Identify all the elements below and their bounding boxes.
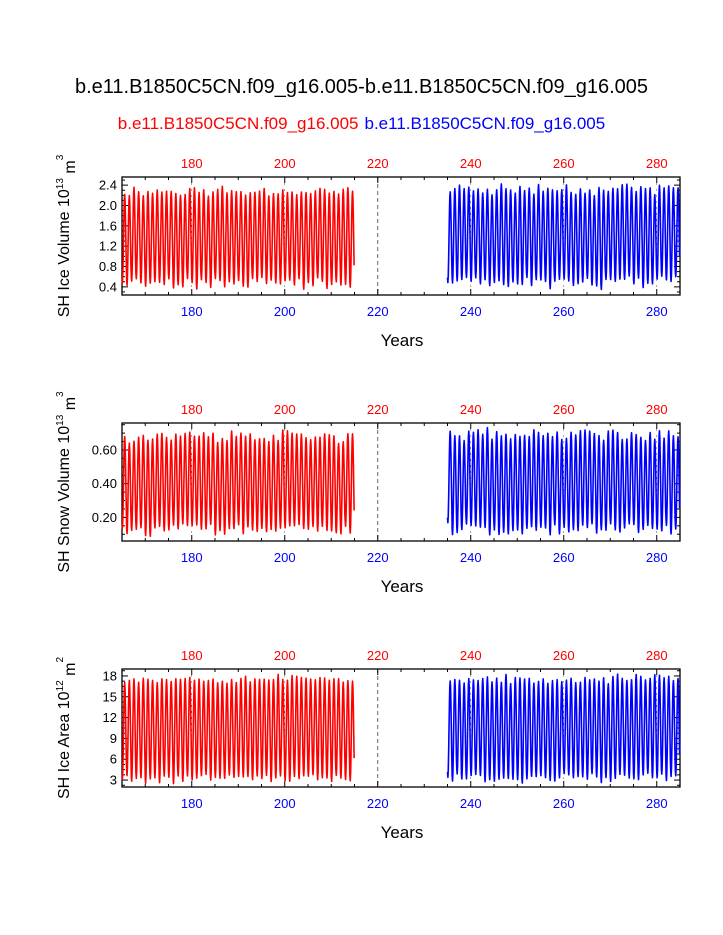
bottom-tick-label: 240 [460,796,482,811]
y-tick-label: 3 [110,773,117,788]
top-tick-label: 280 [646,402,668,417]
top-tick-label: 180 [181,156,203,171]
bottom-tick-label: 280 [646,796,668,811]
x-axis-label: Years [381,331,424,350]
top-tick-label: 200 [274,648,296,663]
y-tick-label: 0.40 [92,476,117,491]
y-tick-label: 0.20 [92,510,117,525]
series-line-case2 [446,426,681,536]
top-tick-label: 260 [553,648,575,663]
top-tick-label: 240 [460,402,482,417]
y-tick-label: 6 [110,752,117,767]
bottom-tick-label: 200 [274,796,296,811]
x-axis-label: Years [381,577,424,596]
bottom-tick-label: 240 [460,550,482,565]
top-tick-label: 200 [274,402,296,417]
series-line-case1 [121,185,355,291]
bottom-tick-label: 220 [367,550,389,565]
y-tick-label: 0.60 [92,442,117,457]
bottom-tick-label: 240 [460,304,482,319]
bottom-tick-label: 180 [181,304,203,319]
series-line-case2 [446,673,681,784]
y-tick-label: 9 [110,731,117,746]
top-tick-label: 180 [181,402,203,417]
top-tick-label: 220 [367,402,389,417]
bottom-tick-label: 180 [181,796,203,811]
y-tick-label: 12 [103,710,117,725]
top-tick-label: 260 [553,156,575,171]
y-tick-label: 2.0 [99,198,117,213]
chart-title: b.e11.B1850C5CN.f09_g16.005-b.e11.B1850C… [74,76,649,98]
bottom-tick-label: 280 [646,550,668,565]
subtitle-case2: b.e11.B1850C5CN.f09_g16.005 [364,114,606,133]
y-tick-label: 15 [103,689,117,704]
y-tick-label: 0.4 [99,279,117,294]
panel-ice-volume: 0.4 0.8 1.2 1.6 2.0 2.4 180 180 200 200 220 220 240 2… [55,154,681,350]
y-tick-label: 2.4 [99,178,117,193]
y-tick-label: 1.2 [99,239,117,254]
top-tick-label: 220 [367,648,389,663]
x-axis-label: Years [381,823,424,842]
top-tick-label: 180 [181,648,203,663]
subtitle-case1: b.e11.B1850C5CN.f09_g16.005 [117,114,359,133]
bottom-tick-label: 260 [553,550,575,565]
top-tick-label: 240 [460,648,482,663]
y-tick-label: 18 [103,668,117,683]
series-line-case2 [446,183,681,291]
y-axis-label: SH Snow Volume 1013 m3 [55,391,79,573]
panel-ice-area: 3 6 9 12 15 18 180 180 200 200 220 220 240 240 260 260 2… [55,648,681,842]
y-tick-label: 1.6 [99,218,117,233]
bottom-tick-label: 180 [181,550,203,565]
bottom-tick-label: 200 [274,550,296,565]
bottom-tick-label: 260 [553,796,575,811]
bottom-tick-label: 280 [646,304,668,319]
bottom-tick-label: 220 [367,796,389,811]
panel-snow-volume: 0.20 0.40 0.60 180 180 200 200 220 220 240 240 260 2… [55,391,681,596]
y-tick-label: 0.8 [99,259,117,274]
series-line-case1 [121,673,355,785]
bottom-tick-label: 200 [274,304,296,319]
y-axis-label: SH Ice Area 1012 m2 [55,657,79,800]
top-tick-label: 200 [274,156,296,171]
top-tick-label: 260 [553,402,575,417]
subtitle-row: b.e11.B1850C5CN.f09_g16.005 b.e11.B1850C5… [0,114,723,134]
series-line-case1 [121,429,355,538]
top-tick-label: 220 [367,156,389,171]
bottom-tick-label: 260 [553,304,575,319]
top-tick-label: 280 [646,648,668,663]
bottom-tick-label: 220 [367,304,389,319]
y-axis-label: SH Ice Volume 1013 m3 [55,154,79,317]
top-tick-label: 240 [460,156,482,171]
top-tick-label: 280 [646,156,668,171]
